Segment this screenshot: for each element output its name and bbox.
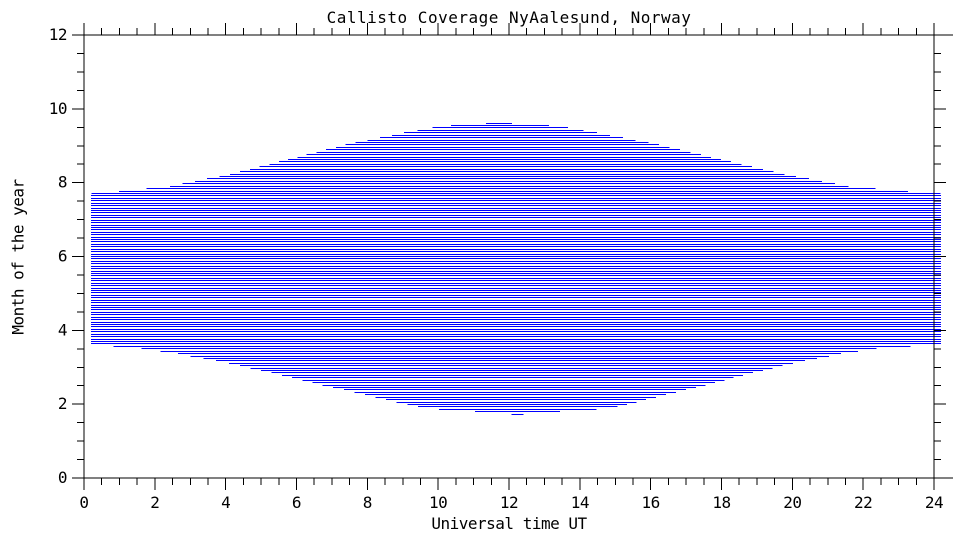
- x-tick-label: 8: [363, 493, 372, 512]
- y-tick-label: 8: [58, 173, 67, 192]
- y-tick-label: 2: [58, 394, 67, 413]
- y-axis-label: Month of the year: [8, 179, 28, 335]
- x-tick-label: 10: [429, 493, 447, 512]
- y-tick-label: 6: [58, 247, 67, 266]
- x-tick-label: 14: [571, 493, 589, 512]
- coverage-lines: [91, 123, 942, 415]
- y-tick-label: 12: [49, 25, 67, 44]
- y-tick-label: 0: [58, 468, 67, 487]
- y-tick-label: 10: [49, 99, 67, 118]
- x-tick-label: 20: [783, 493, 801, 512]
- y-tick-label: 4: [58, 320, 67, 339]
- x-tick-label: 2: [150, 493, 159, 512]
- x-axis-label: Universal time UT: [431, 514, 587, 533]
- x-tick-label: 22: [854, 493, 872, 512]
- x-tick-label: 4: [221, 493, 230, 512]
- x-tick-label: 16: [642, 493, 660, 512]
- axes: [72, 23, 953, 490]
- x-tick-label: 12: [500, 493, 518, 512]
- x-tick-label: 6: [292, 493, 301, 512]
- x-tick-label: 18: [712, 493, 730, 512]
- chart-title: Callisto Coverage NyAalesund, Norway: [326, 8, 692, 27]
- x-tick-label: 24: [925, 493, 943, 512]
- x-tick-label: 0: [79, 493, 88, 512]
